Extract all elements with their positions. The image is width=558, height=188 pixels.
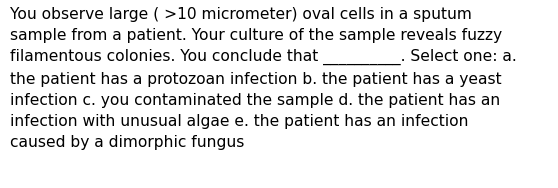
Text: You observe large ( >10 micrometer) oval cells in a sputum
sample from a patient: You observe large ( >10 micrometer) oval… xyxy=(10,7,517,150)
